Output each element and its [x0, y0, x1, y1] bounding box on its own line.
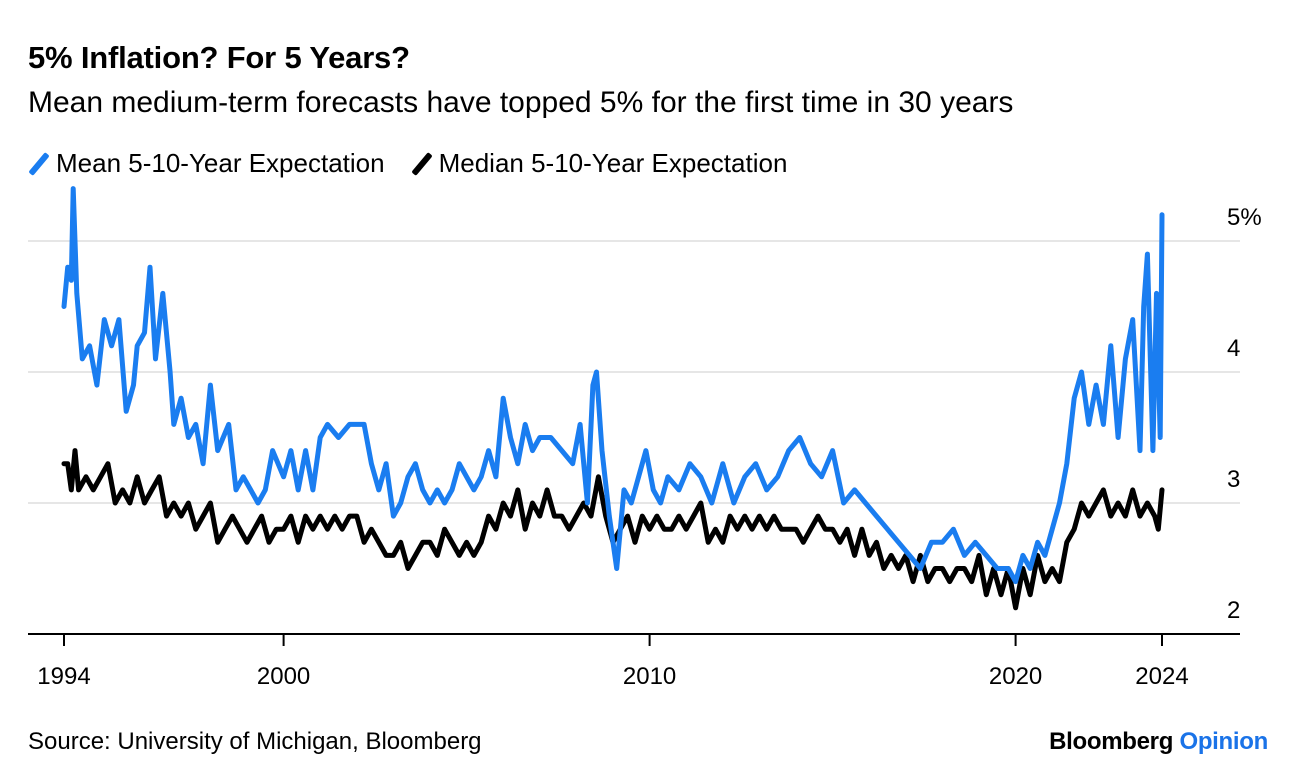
- x-tick-label-2024: 2024: [1135, 663, 1188, 690]
- line-chart: 2 3 4 5% 1994 2000 2010 2020 2024: [28, 186, 1262, 690]
- source-note: Source: University of Michigan, Bloomber…: [28, 728, 482, 755]
- brand-section: Opinion: [1179, 728, 1268, 755]
- legend-item-mean: Mean 5-10-Year Expectation: [28, 148, 385, 179]
- axes: 2 3 4 5% 1994 2000 2010 2020 2024: [28, 204, 1262, 690]
- series-lines: [61, 186, 1165, 611]
- x-tick-label-2020: 2020: [989, 663, 1042, 690]
- y-tick-label-4: 4: [1227, 335, 1240, 362]
- y-tick-label-2: 2: [1227, 597, 1240, 624]
- chart-subtitle: Mean medium-term forecasts have topped 5…: [28, 86, 1014, 119]
- legend-label-median: Median 5-10-Year Expectation: [438, 148, 788, 178]
- y-tick-label-5: 5%: [1227, 204, 1262, 231]
- y-tick-label-3: 3: [1227, 466, 1240, 493]
- series-line-mean: [61, 186, 1165, 585]
- x-tick-label-2000: 2000: [257, 663, 310, 690]
- gridlines: [28, 240, 1240, 504]
- legend-label-mean: Mean 5-10-Year Expectation: [56, 148, 385, 178]
- legend: Mean 5-10-Year Expectation Median 5-10-Y…: [28, 148, 813, 179]
- chart-title: 5% Inflation? For 5 Years?: [28, 40, 410, 75]
- brand-logo: Bloomberg Opinion: [1049, 728, 1268, 756]
- brand-name: Bloomberg: [1049, 728, 1174, 755]
- x-tick-label-1994: 1994: [37, 663, 90, 690]
- legend-item-median: Median 5-10-Year Expectation: [410, 148, 788, 179]
- x-tick-label-2010: 2010: [623, 663, 676, 690]
